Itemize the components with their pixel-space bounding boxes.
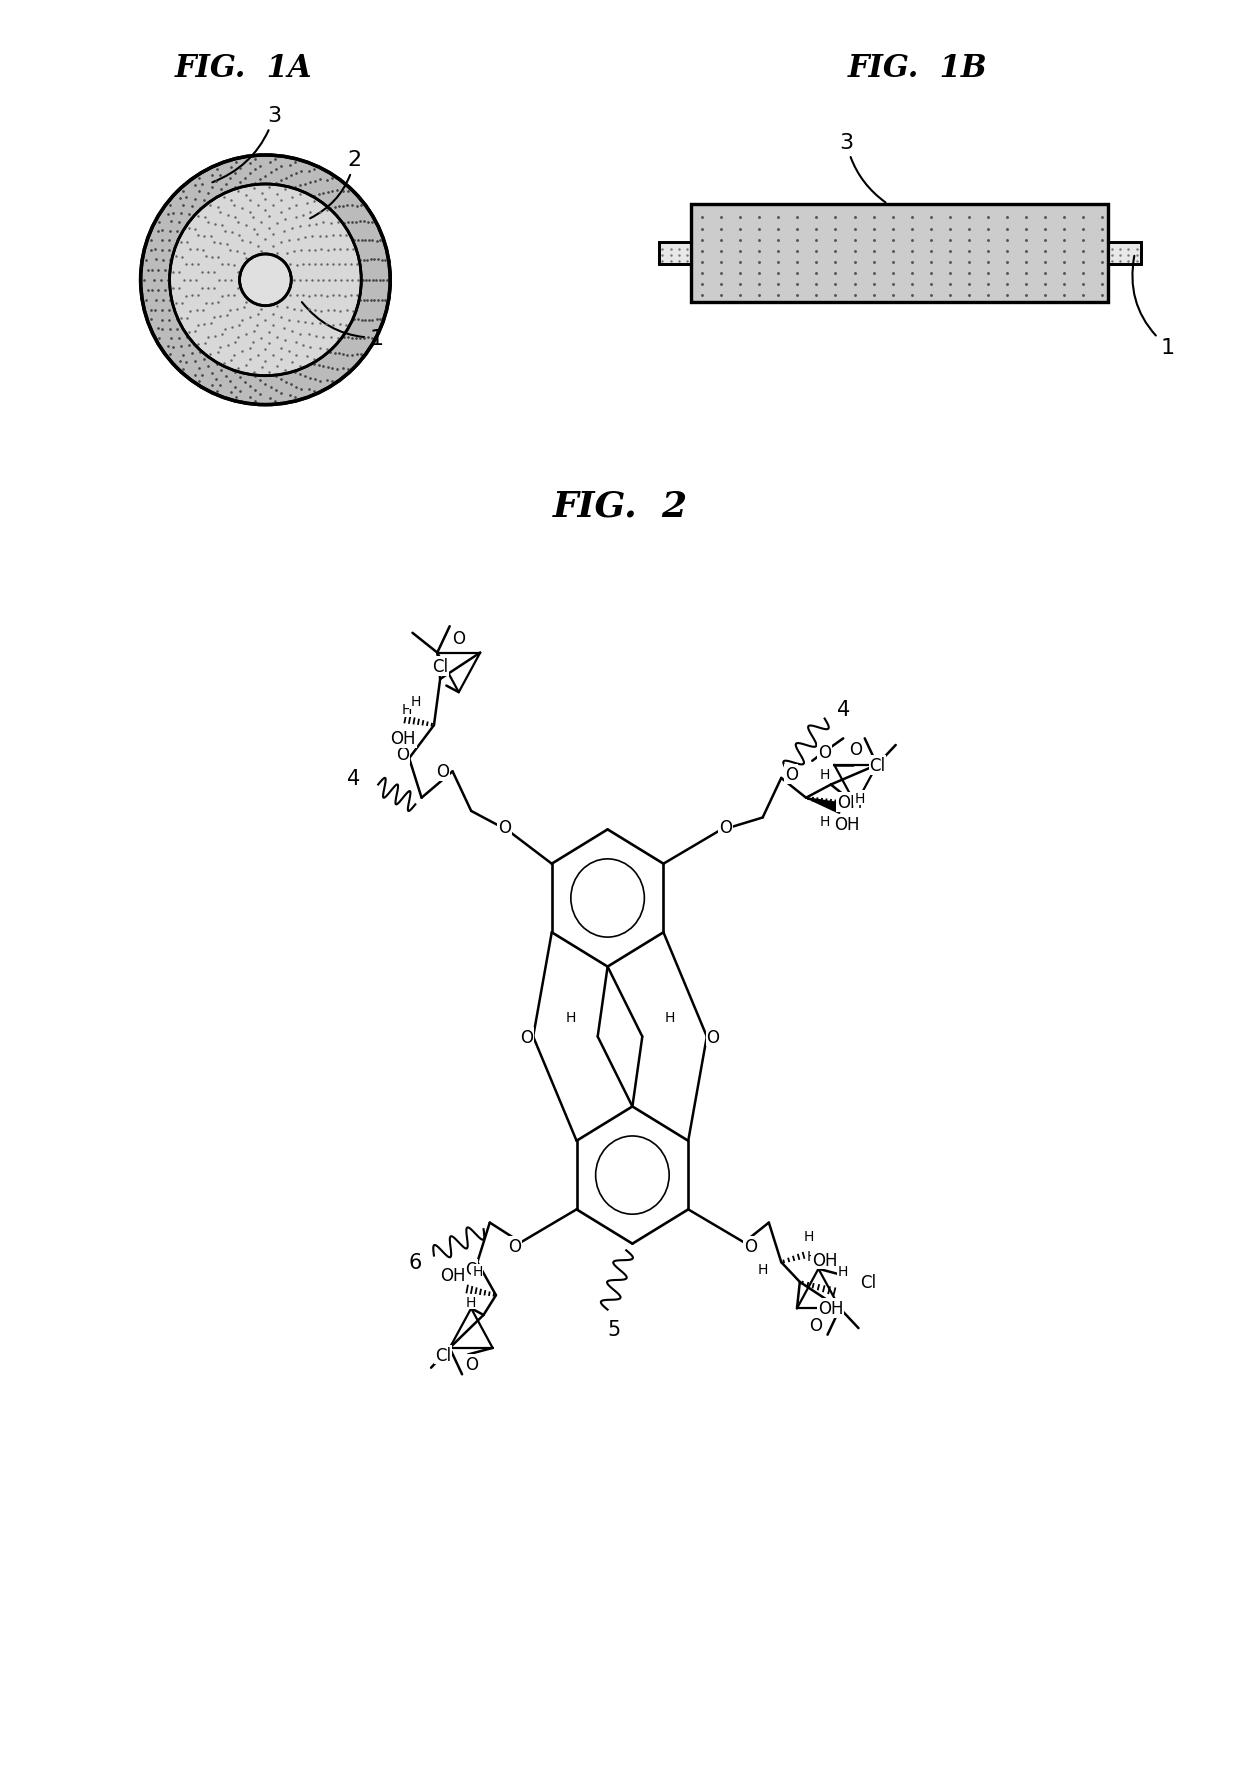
Bar bbox=[692, 205, 1109, 303]
Text: OH: OH bbox=[835, 816, 859, 834]
Text: OH: OH bbox=[812, 1251, 837, 1269]
Text: Cl: Cl bbox=[432, 658, 448, 675]
Text: H: H bbox=[665, 1010, 675, 1025]
Text: OH: OH bbox=[391, 731, 415, 748]
Circle shape bbox=[239, 255, 291, 307]
Text: Cl: Cl bbox=[435, 1345, 451, 1363]
Text: O: O bbox=[465, 1354, 477, 1372]
Text: O: O bbox=[465, 1260, 477, 1278]
Text: 5: 5 bbox=[608, 1320, 620, 1340]
Bar bbox=[1109, 244, 1141, 266]
Text: OH: OH bbox=[837, 793, 862, 811]
Text: FIG.  2: FIG. 2 bbox=[553, 490, 687, 524]
Bar bbox=[658, 244, 692, 266]
Text: 6: 6 bbox=[409, 1253, 422, 1272]
Text: Cl: Cl bbox=[861, 1272, 877, 1292]
Bar bbox=[658, 244, 692, 266]
Text: 2: 2 bbox=[310, 150, 362, 219]
Text: H: H bbox=[838, 1265, 848, 1279]
Text: O: O bbox=[744, 1238, 756, 1256]
Text: O: O bbox=[498, 818, 511, 836]
Text: O: O bbox=[521, 1028, 533, 1046]
Text: FIG.  1A: FIG. 1A bbox=[175, 53, 312, 84]
Circle shape bbox=[140, 157, 391, 405]
Text: H: H bbox=[854, 791, 864, 805]
Text: H: H bbox=[402, 702, 412, 716]
Bar bbox=[692, 205, 1109, 303]
Text: 3: 3 bbox=[839, 132, 885, 203]
Text: O: O bbox=[818, 743, 831, 761]
Text: H: H bbox=[565, 1010, 575, 1025]
Text: 4: 4 bbox=[347, 768, 360, 788]
Text: H: H bbox=[758, 1262, 768, 1276]
Text: H: H bbox=[410, 695, 420, 709]
Text: O: O bbox=[397, 745, 409, 764]
Text: H: H bbox=[807, 1249, 817, 1263]
Polygon shape bbox=[806, 798, 842, 814]
Text: 1: 1 bbox=[1132, 257, 1174, 358]
Text: 3: 3 bbox=[212, 105, 281, 184]
Text: H: H bbox=[472, 1265, 482, 1279]
Text: O: O bbox=[707, 1028, 719, 1046]
Text: O: O bbox=[453, 629, 465, 647]
Text: H: H bbox=[466, 1296, 476, 1310]
Text: O: O bbox=[810, 1317, 822, 1335]
Text: H: H bbox=[820, 768, 830, 782]
Text: FIG.  1B: FIG. 1B bbox=[848, 53, 987, 84]
Text: O: O bbox=[436, 763, 449, 781]
Text: H: H bbox=[804, 1230, 813, 1244]
Text: Cl: Cl bbox=[869, 756, 885, 775]
Text: O: O bbox=[719, 818, 732, 836]
Text: O: O bbox=[849, 741, 862, 759]
Text: O: O bbox=[785, 766, 797, 784]
Circle shape bbox=[170, 185, 361, 376]
Text: 4: 4 bbox=[837, 700, 849, 720]
Text: OH: OH bbox=[440, 1267, 465, 1285]
Text: H: H bbox=[820, 814, 830, 829]
Text: O: O bbox=[508, 1238, 521, 1256]
Text: OH: OH bbox=[818, 1299, 843, 1317]
Text: 1: 1 bbox=[301, 303, 384, 349]
Bar bbox=[1109, 244, 1141, 266]
